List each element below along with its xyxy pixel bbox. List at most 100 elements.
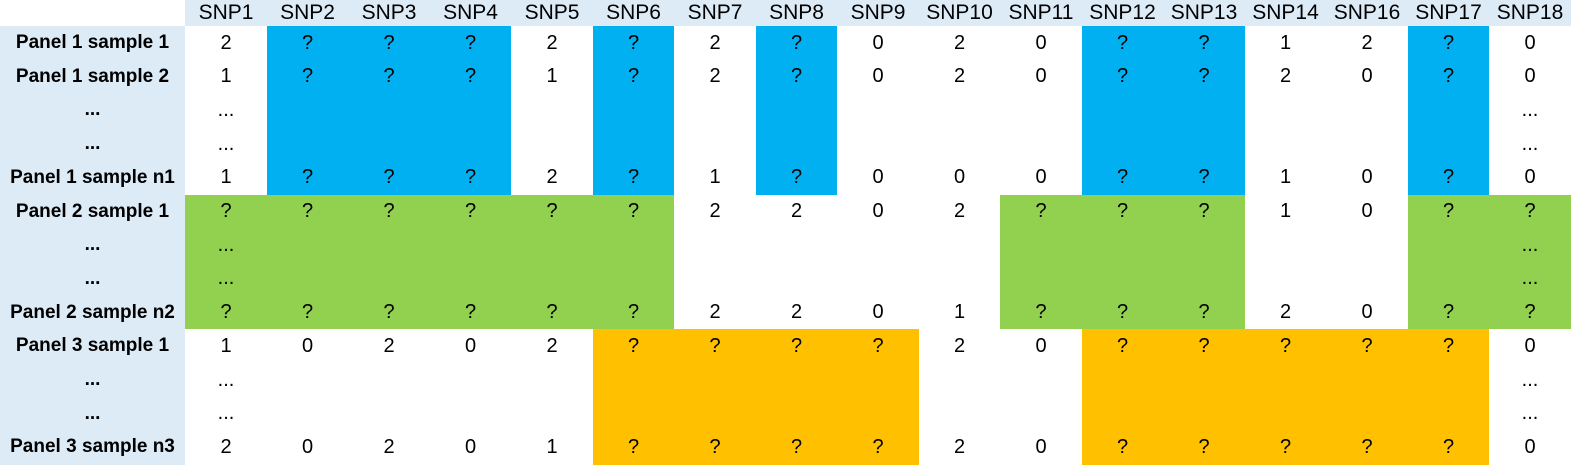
genotype-cell: 2	[755, 194, 838, 229]
genotype-cell: ?	[1244, 329, 1327, 364]
genotype-cell	[1000, 363, 1082, 398]
genotype-cell: ?	[1081, 26, 1164, 61]
genotype-cell: ?	[592, 160, 675, 195]
genotype-cell: 2	[918, 430, 1001, 465]
genotype-cell	[674, 396, 756, 431]
column-header-snp2: SNP2	[266, 0, 349, 26]
row-label: Panel 2 sample n2	[0, 295, 185, 330]
genotype-cell: 1	[511, 430, 593, 465]
genotype-cell: ?	[755, 59, 838, 94]
column-header-snp7: SNP7	[674, 0, 756, 26]
genotype-cell	[1081, 363, 1164, 398]
genotype-cell: 2	[1326, 26, 1408, 61]
genotype-cell	[837, 127, 919, 162]
genotype-cell	[348, 127, 430, 162]
genotype-cell: 1	[1244, 194, 1327, 229]
row-label: ...	[0, 396, 185, 431]
genotype-cell	[592, 396, 675, 431]
genotype-cell: ...	[1489, 93, 1571, 128]
genotype-cell: 2	[1244, 295, 1327, 330]
genotype-cell: ?	[429, 194, 512, 229]
genotype-cell	[429, 261, 512, 297]
genotype-cell: ?	[429, 26, 512, 61]
genotype-cell: ?	[755, 329, 838, 364]
genotype-cell	[837, 93, 919, 128]
genotype-cell	[266, 228, 349, 263]
genotype-cell: ?	[1081, 194, 1164, 229]
genotype-cell: ?	[348, 59, 430, 94]
genotype-cell	[1407, 261, 1490, 297]
genotype-cell: 1	[511, 59, 593, 94]
genotype-cell: ...	[1489, 363, 1571, 398]
genotype-cell	[1326, 93, 1408, 128]
genotype-cell	[266, 127, 349, 162]
genotype-cell	[1326, 127, 1408, 162]
column-header-snp4: SNP4	[429, 0, 512, 26]
genotype-cell: 0	[1326, 160, 1408, 195]
genotype-cell: ?	[1407, 329, 1490, 364]
genotype-cell: ...	[185, 228, 267, 263]
genotype-cell: ?	[348, 26, 430, 61]
column-header-snp14: SNP14	[1244, 0, 1327, 26]
genotype-cell: 0	[1326, 59, 1408, 94]
genotype-cell: 2	[918, 59, 1001, 94]
genotype-cell: 2	[674, 194, 756, 229]
genotype-cell: 0	[837, 295, 919, 330]
genotype-cell	[1244, 93, 1327, 128]
column-header-snp16: SNP16	[1326, 0, 1408, 26]
genotype-cell	[592, 228, 675, 263]
genotype-cell	[511, 93, 593, 128]
genotype-cell	[348, 93, 430, 128]
genotype-cell: 0	[266, 329, 349, 364]
genotype-cell: ?	[1407, 59, 1490, 94]
genotype-cell	[1407, 228, 1490, 263]
genotype-cell: 0	[837, 194, 919, 229]
genotype-cell	[429, 396, 512, 431]
genotype-cell: 1	[185, 160, 267, 195]
genotype-cell	[1163, 228, 1245, 263]
genotype-cell	[1163, 396, 1245, 431]
genotype-cell: 0	[1489, 160, 1571, 195]
genotype-cell	[1081, 228, 1164, 263]
genotype-cell	[1326, 228, 1408, 263]
genotype-cell: 0	[1489, 430, 1571, 465]
genotype-cell: ?	[185, 295, 267, 330]
genotype-cell	[1244, 363, 1327, 398]
genotype-cell	[918, 127, 1001, 162]
genotype-cell: ?	[1163, 160, 1245, 195]
row-label: Panel 1 sample 1	[0, 26, 185, 61]
genotype-cell: ?	[348, 295, 430, 330]
genotype-cell: 0	[1000, 329, 1082, 364]
genotype-cell	[837, 396, 919, 431]
genotype-cell: ...	[185, 363, 267, 398]
genotype-cell: ?	[266, 295, 349, 330]
genotype-cell: 0	[837, 59, 919, 94]
genotype-cell: 0	[1000, 26, 1082, 61]
genotype-cell: 2	[918, 329, 1001, 364]
genotype-cell: ?	[1081, 295, 1164, 330]
genotype-cell	[1407, 363, 1490, 398]
row-label: ...	[0, 228, 185, 263]
genotype-cell: ?	[674, 430, 756, 465]
genotype-cell: 2	[511, 26, 593, 61]
column-header-snp18: SNP18	[1489, 0, 1571, 26]
genotype-cell: ?	[1407, 295, 1490, 330]
genotype-cell: 2	[511, 329, 593, 364]
genotype-cell	[674, 93, 756, 128]
genotype-cell	[1000, 93, 1082, 128]
genotype-cell	[348, 396, 430, 431]
genotype-cell	[266, 363, 349, 398]
row-label: Panel 3 sample 1	[0, 329, 185, 364]
genotype-cell	[1163, 93, 1245, 128]
genotype-cell: ?	[1163, 430, 1245, 465]
genotype-cell: ?	[592, 194, 675, 229]
genotype-cell: 2	[185, 430, 267, 465]
genotype-cell	[511, 363, 593, 398]
genotype-cell: ?	[592, 26, 675, 61]
column-header-snp12: SNP12	[1081, 0, 1164, 26]
genotype-cell: ...	[1489, 228, 1571, 263]
genotype-cell	[918, 228, 1001, 263]
genotype-cell	[1081, 127, 1164, 162]
genotype-cell: ?	[1163, 59, 1245, 94]
genotype-cell: 2	[185, 26, 267, 61]
